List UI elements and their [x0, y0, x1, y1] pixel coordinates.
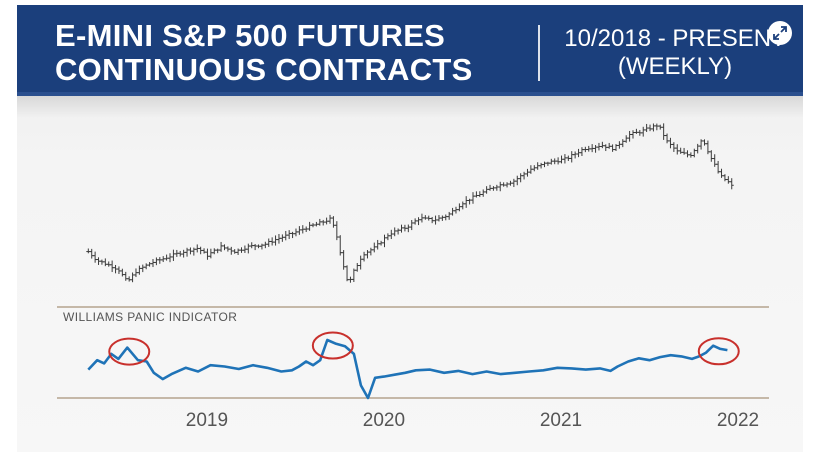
- x-tick-label-2019: 2019: [186, 410, 228, 431]
- banner-divider: [538, 25, 540, 81]
- chart-frame: E-MINI S&P 500 FUTURES CONTINUOUS CONTRA…: [17, 5, 803, 452]
- expand-button[interactable]: [768, 21, 792, 45]
- peak-highlight-circle-3: [697, 337, 740, 366]
- x-tick-label-2022: 2022: [717, 410, 759, 431]
- period-label: 10/2018 - PRESENT (WEEKLY): [550, 25, 800, 81]
- chart-svg: WILLIAMS PANIC INDICATOR 2019 2020 2021 2022: [57, 123, 769, 431]
- x-tick-label-2021: 2021: [540, 410, 582, 431]
- expand-diagonal-arrows-icon: [773, 26, 787, 40]
- price-bars: [86, 123, 734, 283]
- chart-title-line2: CONTINUOUS CONTRACTS: [55, 52, 473, 87]
- banner-shadow: [17, 96, 803, 118]
- indicator-title: WILLIAMS PANIC INDICATOR: [63, 310, 237, 324]
- x-tick-label-2020: 2020: [363, 410, 405, 431]
- peak-highlight-circle-2: [311, 331, 354, 360]
- period-line1: 10/2018 - PRESENT: [564, 25, 786, 52]
- chart-title: E-MINI S&P 500 FUTURES CONTINUOUS CONTRA…: [55, 19, 473, 87]
- indicator-line: [87, 338, 728, 400]
- peak-highlight-circle-1: [108, 337, 151, 366]
- period-line2: (WEEKLY): [617, 53, 733, 80]
- chart-title-line1: E-MINI S&P 500 FUTURES: [55, 18, 446, 53]
- header-banner: E-MINI S&P 500 FUTURES CONTINUOUS CONTRA…: [17, 5, 803, 96]
